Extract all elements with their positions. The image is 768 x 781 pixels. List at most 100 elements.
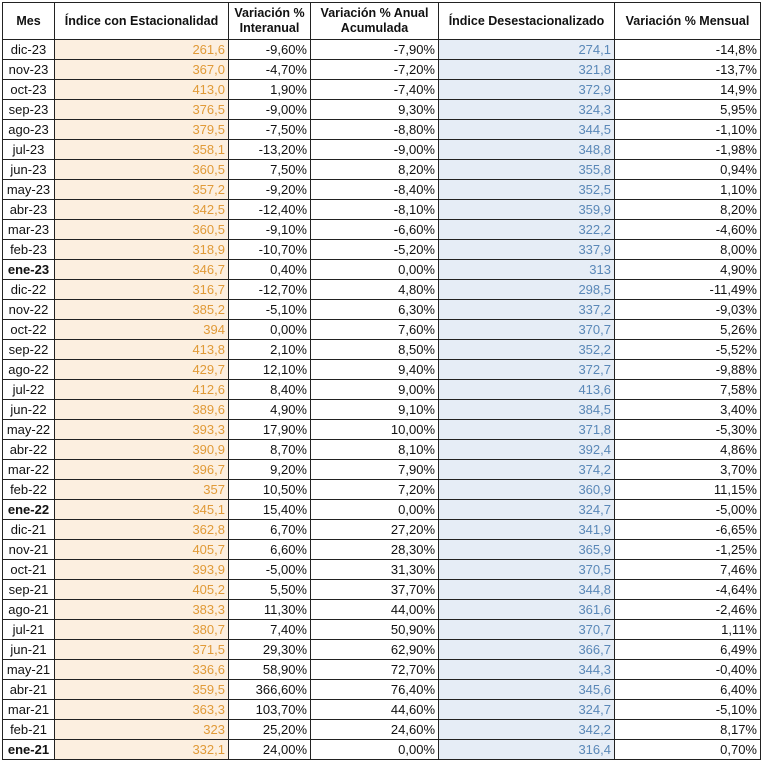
header-cell: Índice Desestacionalizado: [438, 2, 615, 40]
table-cell: 5,26%: [614, 319, 761, 340]
table-cell: abr-23: [2, 199, 55, 220]
table-cell: -2,46%: [614, 599, 761, 620]
table-cell: 0,70%: [614, 739, 761, 760]
table-cell: 7,90%: [310, 459, 439, 480]
table-cell: sep-21: [2, 579, 55, 600]
table-cell: oct-22: [2, 319, 55, 340]
table-cell: mar-21: [2, 699, 55, 720]
table-cell: -9,10%: [228, 219, 311, 240]
table-row: sep-23 376,5 -9,00% 9,30% 324,3 5,95%: [2, 99, 761, 120]
table-cell: -0,40%: [614, 659, 761, 680]
table-cell: 25,20%: [228, 719, 311, 740]
header-cell: Índice con Estacionalidad: [54, 2, 229, 40]
table-cell: 393,3: [54, 419, 229, 440]
table-cell: 76,40%: [310, 679, 439, 700]
table-cell: 316,7: [54, 279, 229, 300]
table-cell: 389,6: [54, 399, 229, 420]
table-cell: -14,8%: [614, 39, 761, 60]
table-cell: 58,90%: [228, 659, 311, 680]
table-cell: dic-22: [2, 279, 55, 300]
table-row: jun-22 389,6 4,90% 9,10% 384,5 3,40%: [2, 399, 761, 420]
table-cell: 413,8: [54, 339, 229, 360]
table-cell: 62,90%: [310, 639, 439, 660]
table-cell: 371,8: [438, 419, 615, 440]
table-row: sep-22 413,8 2,10% 8,50% 352,2 -5,52%: [2, 339, 761, 360]
table-cell: 0,94%: [614, 159, 761, 180]
table-cell: jun-22: [2, 399, 55, 420]
table-cell: 1,11%: [614, 619, 761, 640]
table-cell: 322,2: [438, 219, 615, 240]
table-cell: 7,60%: [310, 319, 439, 340]
table-cell: -1,10%: [614, 119, 761, 140]
table-cell: -7,50%: [228, 119, 311, 140]
table-cell: 0,40%: [228, 259, 311, 280]
table-cell: 4,80%: [310, 279, 439, 300]
table-cell: 376,5: [54, 99, 229, 120]
table-row: dic-22 316,7 -12,70% 4,80% 298,5 -11,49%: [2, 279, 761, 300]
table-cell: -9,00%: [310, 139, 439, 160]
table-cell: 7,46%: [614, 559, 761, 580]
table-cell: 8,00%: [614, 239, 761, 260]
table-cell: 318,9: [54, 239, 229, 260]
table-cell: -5,30%: [614, 419, 761, 440]
table-cell: 1,10%: [614, 179, 761, 200]
table-cell: -5,10%: [228, 299, 311, 320]
table-cell: 7,20%: [310, 479, 439, 500]
table-cell: -7,20%: [310, 59, 439, 80]
table-body: dic-23 261,6 -9,60% -7,90% 274,1 -14,8% nov-23…: [2, 39, 761, 760]
table-cell: -5,20%: [310, 239, 439, 260]
table-cell: 323: [54, 719, 229, 740]
table-cell: 12,10%: [228, 359, 311, 380]
table-cell: 344,8: [438, 579, 615, 600]
table-cell: 316,4: [438, 739, 615, 760]
table-cell: 28,30%: [310, 539, 439, 560]
table-cell: 27,20%: [310, 519, 439, 540]
table-cell: may-21: [2, 659, 55, 680]
table-row: may-21 336,6 58,90% 72,70% 344,3 -0,40%: [2, 659, 761, 680]
table-cell: sep-22: [2, 339, 55, 360]
table-cell: 9,40%: [310, 359, 439, 380]
table-cell: 31,30%: [310, 559, 439, 580]
table-cell: 8,40%: [228, 379, 311, 400]
table-cell: 345,6: [438, 679, 615, 700]
table-cell: 396,7: [54, 459, 229, 480]
table-cell: -1,98%: [614, 139, 761, 160]
table-row: abr-22 390,9 8,70% 8,10% 392,4 4,86%: [2, 439, 761, 460]
table-cell: 394: [54, 319, 229, 340]
table-cell: 44,00%: [310, 599, 439, 620]
table-cell: 429,7: [54, 359, 229, 380]
table-cell: 9,30%: [310, 99, 439, 120]
table-cell: 374,2: [438, 459, 615, 480]
table-cell: 346,7: [54, 259, 229, 280]
table-row: jul-21 380,7 7,40% 50,90% 370,7 1,11%: [2, 619, 761, 640]
table-cell: 6,40%: [614, 679, 761, 700]
table-row: nov-21 405,7 6,60% 28,30% 365,9 -1,25%: [2, 539, 761, 560]
table-cell: 5,50%: [228, 579, 311, 600]
table-cell: -4,64%: [614, 579, 761, 600]
table-cell: sep-23: [2, 99, 55, 120]
table-cell: 29,30%: [228, 639, 311, 660]
table-cell: -13,7%: [614, 59, 761, 80]
table-cell: -9,60%: [228, 39, 311, 60]
table-cell: 413,6: [438, 379, 615, 400]
table-cell: -9,88%: [614, 359, 761, 380]
table-row: jun-21 371,5 29,30% 62,90% 366,7 6,49%: [2, 639, 761, 660]
table-cell: 8,10%: [310, 439, 439, 460]
table-cell: feb-21: [2, 719, 55, 740]
table-cell: 2,10%: [228, 339, 311, 360]
table-cell: 379,5: [54, 119, 229, 140]
table-cell: nov-23: [2, 59, 55, 80]
table-cell: abr-22: [2, 439, 55, 460]
table-cell: 9,10%: [310, 399, 439, 420]
table-cell: abr-21: [2, 679, 55, 700]
table-cell: 405,2: [54, 579, 229, 600]
table-cell: 358,1: [54, 139, 229, 160]
table-cell: nov-21: [2, 539, 55, 560]
table-row: ago-22 429,7 12,10% 9,40% 372,7 -9,88%: [2, 359, 761, 380]
table-cell: 324,7: [438, 499, 615, 520]
table-cell: 6,30%: [310, 299, 439, 320]
table-row: mar-23 360,5 -9,10% -6,60% 322,2 -4,60%: [2, 219, 761, 240]
table-cell: ene-22: [2, 499, 55, 520]
table-cell: 8,20%: [614, 199, 761, 220]
